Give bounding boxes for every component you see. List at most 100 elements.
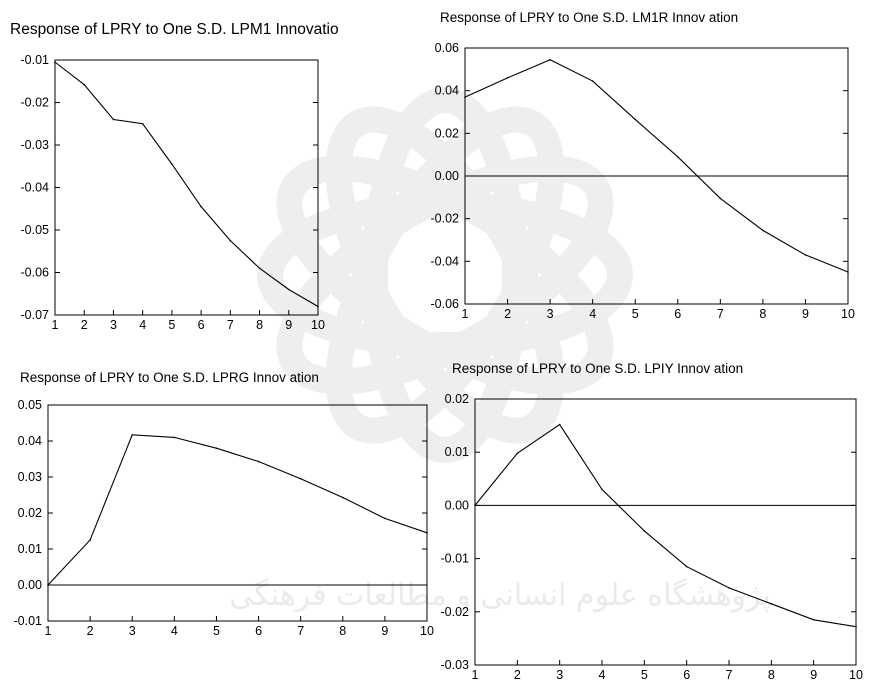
watermark-emblem (257, 87, 633, 463)
data-point (804, 254, 807, 256)
y-tick-label: 0.04 (435, 84, 459, 98)
x-tick-label: 5 (641, 668, 648, 682)
y-tick-label: 0.05 (18, 398, 42, 412)
chart-title: Response of LPRY to One S.D. LPRG Innov … (20, 370, 319, 385)
x-tick-label: 5 (213, 624, 220, 638)
x-tick-label: 9 (810, 668, 817, 682)
x-tick-label: 9 (802, 307, 809, 321)
x-tick-label: 10 (420, 624, 434, 638)
x-tick-label: 10 (841, 307, 855, 321)
y-tick-label: -0.05 (21, 223, 50, 237)
data-point (54, 61, 56, 63)
x-tick-label: 4 (171, 624, 178, 638)
x-tick-label: 1 (52, 318, 59, 332)
data-point (299, 478, 302, 480)
data-point (341, 496, 344, 499)
x-tick-label: 8 (339, 624, 346, 638)
data-point (131, 434, 134, 436)
chart-1: Response of LPRY to One S.D. LPM1 Innova… (10, 21, 339, 332)
data-point (89, 539, 91, 541)
x-tick-label: 7 (717, 307, 724, 321)
data-point (287, 288, 290, 291)
data-point (762, 229, 764, 232)
x-tick-label: 3 (110, 318, 117, 332)
y-tick-label: -0.02 (441, 605, 470, 619)
x-tick-label: 2 (504, 307, 511, 321)
chart-2: Response of LPRY to One S.D. LM1R Innov … (431, 10, 855, 321)
y-tick-label: -0.06 (431, 297, 460, 311)
data-point (506, 77, 509, 79)
data-point (200, 205, 202, 208)
x-tick-label: 7 (726, 668, 733, 682)
data-point (591, 80, 594, 82)
x-tick-label: 4 (589, 307, 596, 321)
x-tick-label: 3 (547, 307, 554, 321)
data-point (384, 517, 386, 520)
y-tick-label: 0.00 (445, 498, 469, 512)
data-point (47, 584, 49, 586)
data-point (847, 271, 849, 273)
charts-group: Response of LPRY to One S.D. LPM1 Innova… (10, 10, 863, 682)
plot-frame (474, 398, 857, 666)
x-tick-label: 1 (462, 307, 469, 321)
y-tick-label: -0.04 (431, 254, 460, 268)
chart-4: Response of LPRY to One S.D. LPIY Innov … (441, 361, 863, 682)
chart-3: Response of LPRY to One S.D. LPRG Innov … (14, 370, 434, 638)
y-tick-label: -0.01 (21, 53, 50, 67)
y-tick-label: 0.00 (435, 169, 459, 183)
y-tick-label: -0.03 (21, 138, 50, 152)
x-tick-label: 5 (632, 307, 639, 321)
data-point (464, 96, 466, 98)
y-tick-label: 0.01 (445, 445, 469, 459)
x-tick-label: 3 (556, 668, 563, 682)
x-tick-label: 8 (759, 307, 766, 321)
data-point (141, 122, 144, 125)
x-tick-label: 2 (81, 318, 88, 332)
data-point (812, 618, 815, 621)
x-tick-label: 6 (198, 318, 205, 332)
x-tick-label: 3 (129, 624, 136, 638)
y-tick-label: 0.00 (18, 578, 42, 592)
y-tick-label: 0.06 (435, 41, 459, 55)
x-tick-label: 8 (768, 668, 775, 682)
y-tick-label: -0.01 (14, 614, 43, 628)
data-point (558, 423, 561, 426)
x-tick-label: 7 (227, 318, 234, 332)
x-tick-label: 9 (285, 318, 292, 332)
y-tick-label: -0.01 (441, 552, 470, 566)
series-line (464, 59, 849, 273)
y-tick-label: 0.01 (18, 542, 42, 556)
x-tick-label: 9 (381, 624, 388, 638)
x-tick-label: 6 (674, 307, 681, 321)
chart-title: Response of LPRY to One S.D. LPIY Innov … (452, 361, 743, 376)
data-point (474, 504, 476, 507)
y-tick-label: -0.02 (21, 96, 50, 110)
data-point (317, 305, 319, 308)
series-line (474, 423, 857, 628)
chart-title: Response of LPRY to One S.D. LPM1 Innova… (10, 21, 339, 38)
y-tick-label: 0.02 (18, 506, 42, 520)
x-tick-label: 8 (256, 318, 263, 332)
x-tick-label: 2 (87, 624, 94, 638)
x-tick-label: 7 (297, 624, 304, 638)
data-point (257, 460, 260, 463)
data-point (83, 83, 86, 86)
data-point (643, 530, 646, 532)
data-point (258, 267, 261, 270)
data-point (173, 436, 176, 439)
data-point (728, 587, 730, 589)
x-tick-label: 1 (45, 624, 52, 638)
x-tick-label: 4 (139, 318, 146, 332)
series-line (54, 61, 319, 307)
y-tick-label: 0.02 (445, 392, 469, 406)
data-point (685, 565, 688, 568)
x-tick-label: 6 (683, 668, 690, 682)
data-point (855, 625, 857, 628)
data-point (634, 118, 637, 121)
watermark-text: پژوهشگاه علوم انسانی و مطالعات فرهنگی (229, 578, 771, 613)
data-point (549, 58, 551, 61)
y-tick-label: -0.06 (21, 266, 50, 280)
y-tick-label: -0.04 (21, 181, 50, 195)
y-tick-label: 0.04 (18, 434, 42, 448)
